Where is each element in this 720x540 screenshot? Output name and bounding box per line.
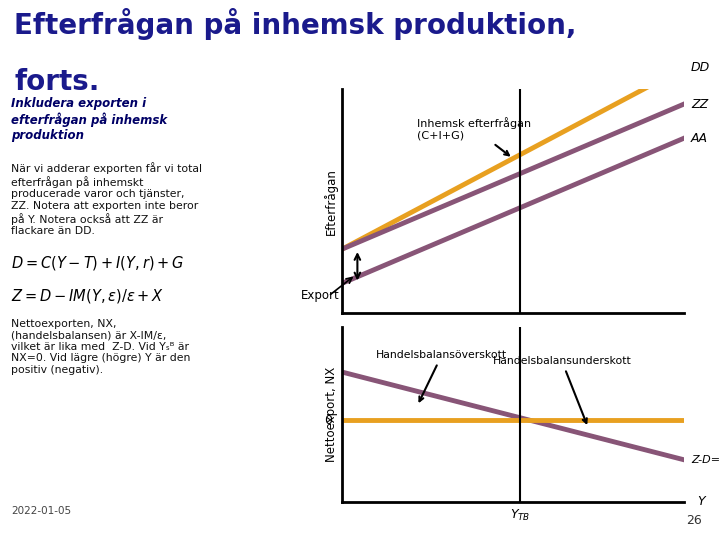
- Y-axis label: Nettoexport, NX: Nettoexport, NX: [325, 367, 338, 462]
- Text: Nettoexporten, NX,
(handelsbalansen) är X-IM/ε,
vilket är lika med  Z-D. Vid Yₛᴮ: Nettoexporten, NX, (handelsbalansen) är …: [11, 319, 190, 375]
- Text: forts.: forts.: [14, 68, 100, 96]
- Text: Export: Export: [301, 289, 340, 302]
- Text: $D = C(Y-T) + I(Y,r) + G$: $D = C(Y-T) + I(Y,r) + G$: [11, 254, 184, 272]
- Y-axis label: Efterfrågan: Efterfrågan: [324, 168, 338, 234]
- Text: AA: AA: [691, 132, 708, 145]
- Text: Efterfrågan på inhemsk produktion,: Efterfrågan på inhemsk produktion,: [14, 8, 577, 40]
- Text: Handelsbalansöverskott: Handelsbalansöverskott: [376, 350, 508, 401]
- Text: ZZ: ZZ: [691, 98, 708, 111]
- Text: 26: 26: [686, 514, 702, 526]
- Text: Inhemsk efterfrågan
(C+I+G): Inhemsk efterfrågan (C+I+G): [418, 117, 531, 156]
- Text: DD: DD: [691, 61, 710, 75]
- Text: Z-D=NX: Z-D=NX: [691, 455, 720, 465]
- Text: Handelsbalansunderskott: Handelsbalansunderskott: [492, 356, 631, 423]
- Text: 2022-01-05: 2022-01-05: [11, 505, 71, 516]
- Text: 0: 0: [324, 414, 332, 427]
- Text: Y: Y: [698, 495, 706, 508]
- Text: $Y_{TB}$: $Y_{TB}$: [510, 508, 530, 523]
- Text: Inkludera exporten i
efterfrågan på inhemsk
produktion: Inkludera exporten i efterfrågan på inhe…: [11, 97, 167, 142]
- Text: $Z = D - IM(Y,\varepsilon)/\varepsilon + X$: $Z = D - IM(Y,\varepsilon)/\varepsilon +…: [11, 287, 164, 305]
- Text: När vi adderar exporten får vi total
efterfrågan på inhemskt
producerade varor o: När vi adderar exporten får vi total eft…: [11, 162, 202, 237]
